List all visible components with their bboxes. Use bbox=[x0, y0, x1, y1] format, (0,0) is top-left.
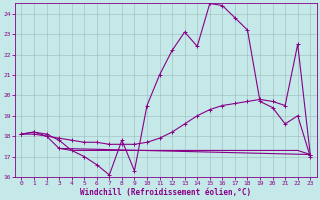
X-axis label: Windchill (Refroidissement éolien,°C): Windchill (Refroidissement éolien,°C) bbox=[80, 188, 252, 197]
